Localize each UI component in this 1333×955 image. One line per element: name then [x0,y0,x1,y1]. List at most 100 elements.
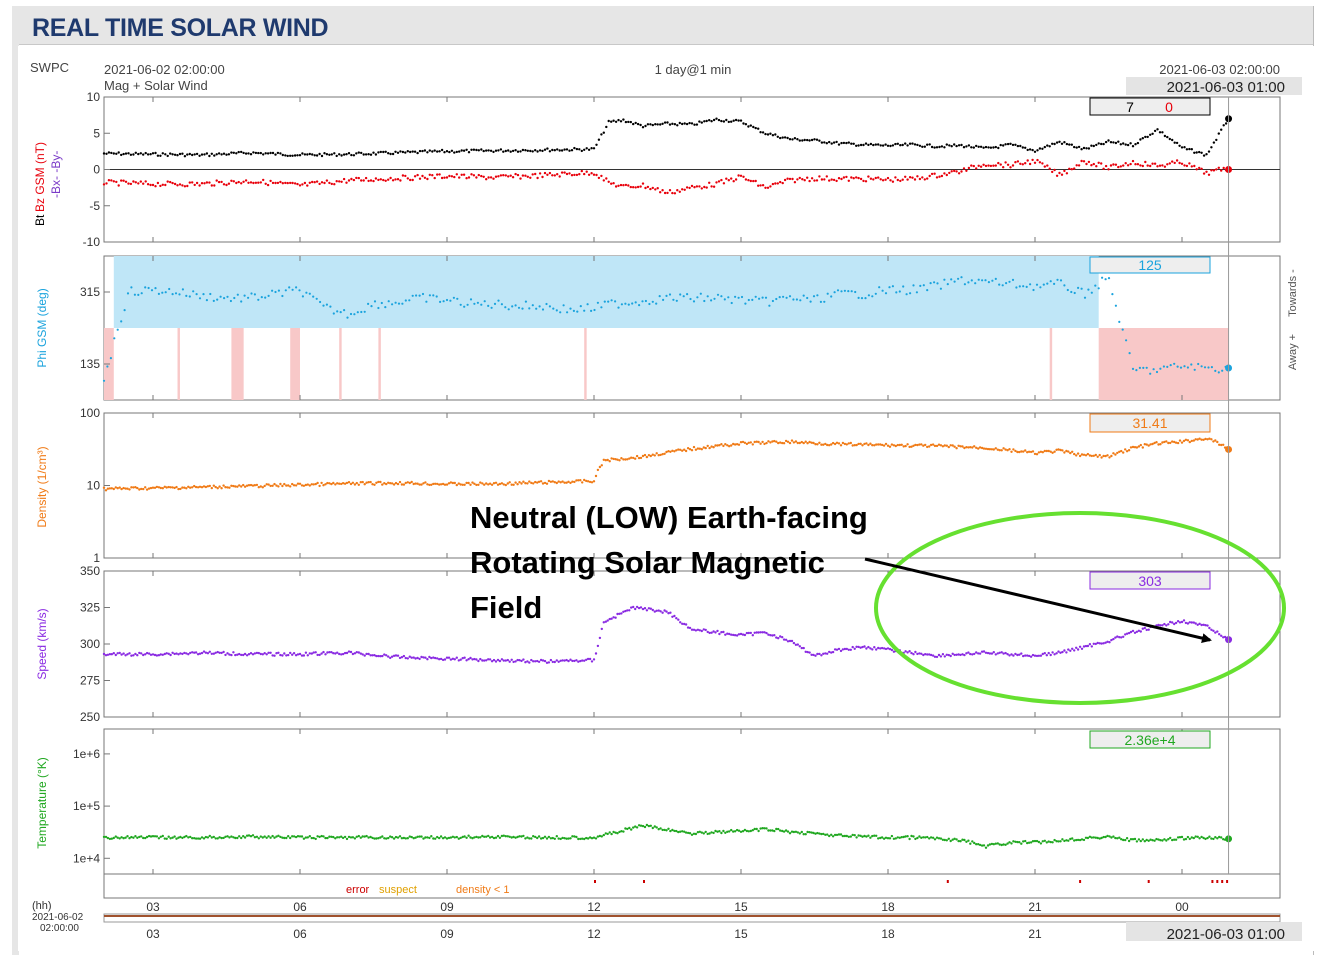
speed-point [798,645,801,648]
speed-point [1008,654,1011,657]
bz-point [1144,160,1147,164]
bz-point [1175,159,1179,162]
bt-point [1051,142,1054,145]
speed-point [583,659,586,662]
speed-point [279,653,282,657]
speed-point [702,628,705,631]
temperature-point [373,837,376,840]
speed-point [1180,620,1184,624]
temperature-point [465,836,468,839]
speed-point [986,651,990,655]
temperature-point [628,826,631,830]
bt-point [134,151,137,154]
bt-point [769,132,772,135]
bz-point [357,176,360,180]
speed-point [340,653,343,656]
temperature-point [1153,839,1156,842]
time-scrollbar[interactable] [103,913,1281,923]
temperature-point [449,836,453,839]
bz-point [1215,168,1218,171]
speed-point [196,653,200,656]
bt-point [656,123,659,126]
bz-point [396,178,400,181]
speed-point [1076,648,1080,651]
phi-point [517,306,521,309]
speed-point [871,648,874,651]
speed-point [1182,619,1186,622]
temperature-point [318,835,321,839]
bt-point [519,150,522,153]
bz-point [438,173,441,176]
density-point [931,443,935,446]
bt-point [195,152,199,156]
temperature-point [453,836,456,839]
phi-point [1125,339,1128,342]
speed-point [430,656,433,660]
density-point [567,480,570,483]
temperature-point [606,832,609,836]
bt-point [472,148,476,151]
bt-point [852,142,855,145]
temperature-point [357,834,360,838]
temperature-point [1065,839,1068,842]
bt-point [916,143,919,147]
temperature-point [700,831,703,834]
density-point [357,483,360,486]
temperature-point [351,836,355,839]
speed-point [704,628,707,632]
bz-point [1117,165,1120,169]
phi-point [185,294,188,297]
bz-point [546,173,549,176]
speed-point [498,659,502,663]
speed-point [581,659,584,662]
phi-point [329,305,332,308]
temperature-point [808,831,811,834]
bz-point [281,182,284,185]
bt-point [641,126,645,129]
density-point [978,446,982,449]
bz-point [151,183,155,187]
density-point [281,484,284,488]
temperature-point [232,836,235,839]
temperature-point [539,837,543,840]
bz-point [1033,161,1037,164]
bt-point [1104,140,1108,144]
speed-point [434,656,437,660]
bt-point [352,154,356,157]
temperature-point [191,837,194,840]
temperature-point [175,837,178,840]
density-point [118,486,121,489]
temperature-point [763,827,766,830]
bz-point [972,164,975,168]
bz-point [1188,162,1191,165]
bt-point [159,154,162,157]
temperature-point [557,837,560,840]
speed-point [249,652,253,655]
bt-point [200,153,204,156]
bz-point [423,176,427,179]
speed-point [128,652,131,655]
phi-ytick: 315 [80,285,100,299]
bt-point [514,149,517,152]
bz-point [681,188,684,191]
phi-away-band [1049,328,1053,400]
temperature-point [863,834,866,838]
phi-point [627,303,630,306]
temperature-point [490,835,494,839]
speed-point [857,645,860,649]
density-point [965,446,968,449]
density-point [786,440,790,443]
bz-point [575,173,579,177]
temperature-point [953,837,956,840]
phi-point [867,294,871,297]
temperature-point [973,841,976,845]
bz-point [460,173,463,176]
speed-point [1145,628,1148,632]
bt-point [284,154,287,157]
bz-point [124,180,128,183]
bt-point [257,151,260,155]
speed-point [240,653,243,657]
speed-point [451,657,455,660]
bt-point [1202,154,1206,157]
phi-point [555,309,558,312]
